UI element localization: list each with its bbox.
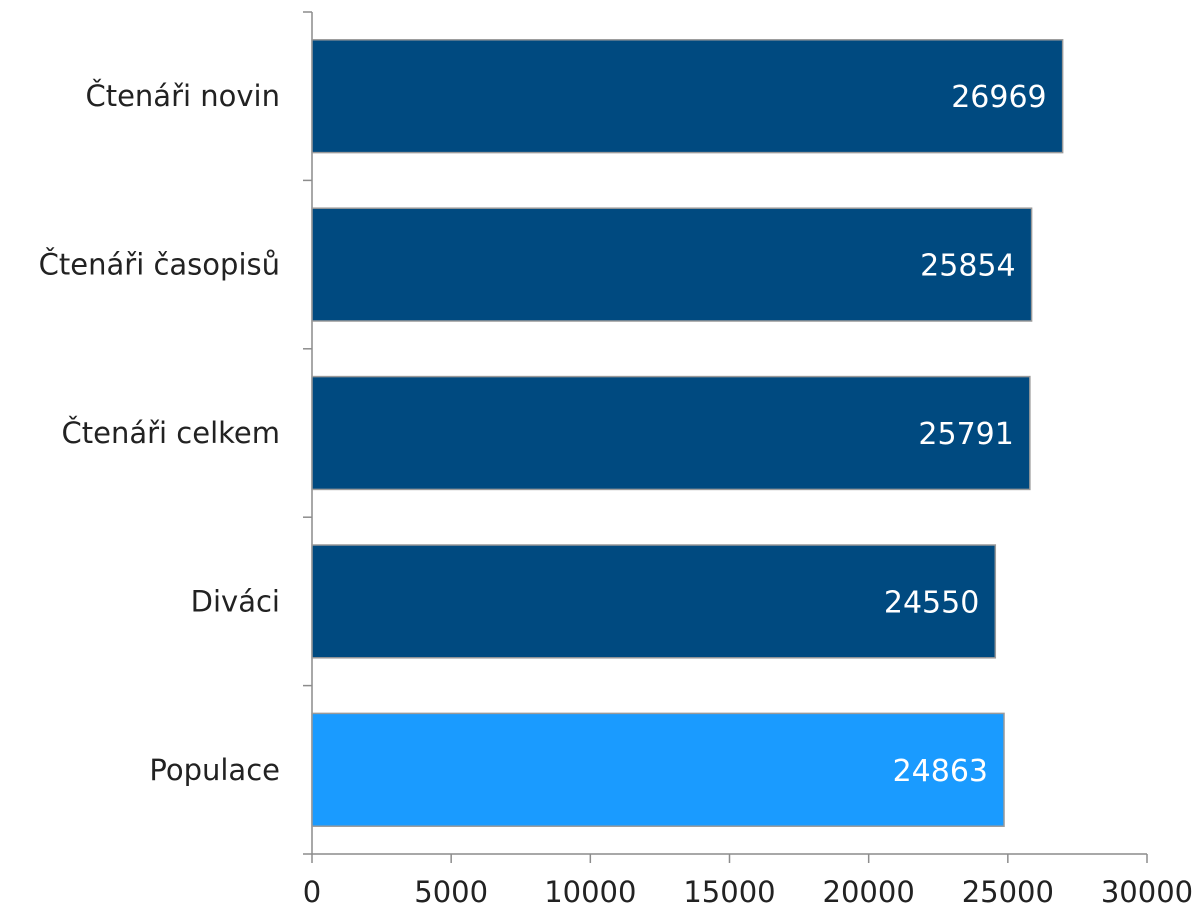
data-label: 25854 bbox=[920, 249, 1015, 284]
data-label: 25791 bbox=[918, 417, 1013, 452]
x-tick-label: 15000 bbox=[683, 875, 775, 909]
bar bbox=[311, 712, 1005, 827]
category-label: Čtenáři celkem bbox=[61, 416, 280, 450]
x-tick-label: 25000 bbox=[962, 875, 1054, 909]
x-tick-label: 5000 bbox=[414, 875, 488, 909]
category-label: Čtenáři novin bbox=[85, 79, 280, 113]
bar bbox=[311, 375, 1031, 491]
x-axis-ticks: 0 5000 10000 15000 20000 25000 30000 bbox=[303, 854, 1193, 909]
category-label: Populace bbox=[149, 753, 280, 787]
x-tick-label: 30000 bbox=[1101, 875, 1193, 909]
data-label: 26969 bbox=[951, 80, 1046, 115]
bar bbox=[311, 39, 1064, 154]
category-label: Diváci bbox=[191, 584, 280, 618]
bars bbox=[311, 39, 1064, 827]
data-labels: 26969 25854 25791 24550 24863 bbox=[884, 80, 1047, 789]
x-tick-label: 20000 bbox=[823, 875, 915, 909]
bar bbox=[311, 544, 997, 659]
category-labels: Čtenáři novin Čtenáři časopisů Čtenáři cel… bbox=[39, 79, 280, 787]
x-tick-label: 10000 bbox=[544, 875, 636, 909]
x-tick-label: 0 bbox=[303, 875, 321, 909]
category-label: Čtenáři časopisů bbox=[39, 248, 280, 282]
data-label: 24550 bbox=[884, 585, 979, 620]
y-axis-ticks bbox=[303, 11, 312, 855]
bar bbox=[311, 207, 1033, 322]
data-label: 24863 bbox=[893, 754, 988, 789]
